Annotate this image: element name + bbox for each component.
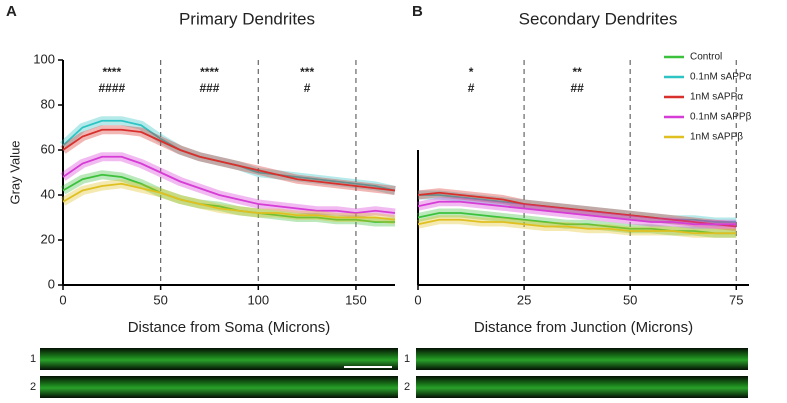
x-tick-label: 150 [345,292,367,307]
series-line [417,191,737,228]
legend-label: Control [690,52,722,63]
y-tick-label: 80 [41,96,55,111]
y-axis-label: Gray Value [7,140,22,204]
series-line [417,212,737,235]
significance: ### [199,81,219,95]
x-tick-label: 75 [729,292,743,307]
y-tick-label: 100 [33,51,55,66]
legend-label: 0.1nM sAPPβ [690,112,752,123]
legend-label: 0.1nM sAPPα [690,72,752,83]
y-tick-label: 60 [41,141,55,156]
micrograph [416,376,748,398]
x-tick-label: 0 [59,292,66,307]
y-tick-label: 40 [41,186,55,201]
x-tick-label: 50 [623,292,637,307]
series-line [62,182,396,221]
x-axis-label: Distance from Junction (Microns) [474,319,693,336]
series-line [62,173,395,223]
y-tick-label: 0 [48,276,55,291]
panel-label: A [6,3,17,20]
series-line [62,128,396,192]
significance: * [469,65,474,79]
series-line [62,155,396,214]
strip-label: 1 [30,353,36,365]
series-line [417,218,737,235]
micrograph [416,348,748,370]
significance: ** [572,65,582,79]
significance: # [304,81,311,95]
significance: # [468,81,475,95]
micrograph [40,348,398,370]
x-tick-label: 25 [517,292,531,307]
chart-title: Primary Dendrites [179,9,315,28]
strip-label: 2 [404,381,410,393]
significance: ## [570,81,584,95]
legend-label: 1nM sAPPβ [690,132,743,143]
strip-label: 2 [30,381,36,393]
x-tick-label: 100 [247,292,269,307]
significance: #### [98,81,125,95]
significance: *** [300,65,314,79]
significance: **** [200,65,219,79]
y-tick-label: 20 [41,231,55,246]
strip-label: 1 [404,353,410,365]
legend-label: 1nM sAPPα [690,92,743,103]
panel-label: B [412,3,423,20]
significance: **** [102,65,121,79]
micrograph [40,376,398,398]
x-axis-label: Distance from Soma (Microns) [128,319,331,336]
chart-title: Secondary Dendrites [519,9,678,28]
x-tick-label: 0 [414,292,421,307]
x-tick-label: 50 [153,292,167,307]
series-line [417,200,737,226]
